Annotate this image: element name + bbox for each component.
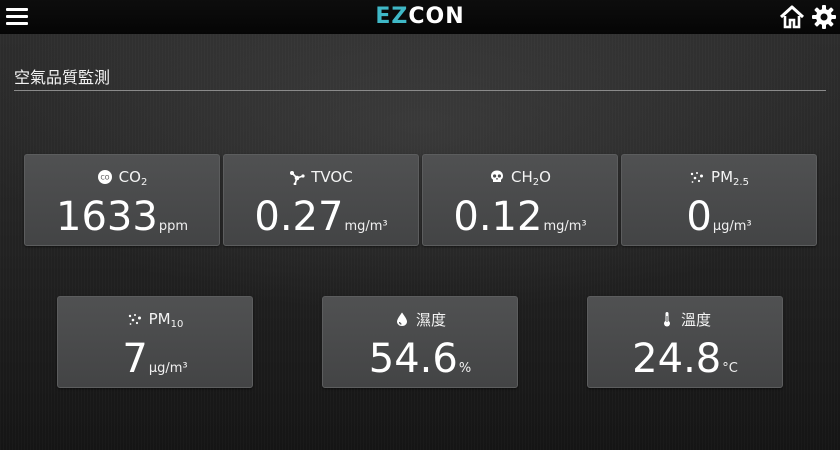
card-value: 0.27mg/m³ xyxy=(224,195,418,239)
co2-card[interactable]: CO CO2 1633ppm xyxy=(24,154,220,246)
card-label-text: PM2.5 xyxy=(711,168,749,188)
logo-ez: EZ xyxy=(375,4,409,29)
top-bar: EZCON xyxy=(0,0,840,34)
pm25-value: 0 xyxy=(686,194,712,240)
card-value: 0μg/m³ xyxy=(622,195,816,239)
card-label-text: TVOC xyxy=(311,168,353,186)
gear-icon xyxy=(812,5,836,29)
card-value: 7μg/m³ xyxy=(58,337,252,381)
humidity-unit: % xyxy=(458,361,472,376)
card-label: 溫度 xyxy=(588,309,782,329)
tvoc-value: 0.27 xyxy=(254,194,344,240)
pm10-unit: μg/m³ xyxy=(148,361,188,376)
thermometer-icon xyxy=(663,312,670,327)
temperature-value: 24.8 xyxy=(632,336,722,382)
card-label: TVOC xyxy=(224,167,418,187)
ch2o-unit: mg/m³ xyxy=(543,219,587,234)
skull-icon xyxy=(491,170,504,182)
pm10-card[interactable]: PM10 7μg/m³ xyxy=(57,296,253,388)
page-title: 空氣品質監測 xyxy=(14,68,111,87)
menu-button[interactable] xyxy=(6,6,30,28)
pm10-value: 7 xyxy=(122,336,148,382)
ch2o-card[interactable]: CH2O 0.12mg/m³ xyxy=(422,154,618,246)
settings-button[interactable] xyxy=(810,3,838,31)
card-value: 24.8°C xyxy=(588,337,782,381)
water-drop-icon xyxy=(396,312,407,326)
temperature-card[interactable]: 溫度 24.8°C xyxy=(587,296,783,388)
menu-icon-line xyxy=(6,8,28,11)
card-label: 濕度 xyxy=(323,309,517,329)
menu-icon-line xyxy=(6,15,28,18)
title-divider xyxy=(14,90,826,91)
molecule-icon xyxy=(290,171,305,185)
co2-value: 1633 xyxy=(56,194,158,240)
tvoc-card[interactable]: TVOC 0.27mg/m³ xyxy=(223,154,419,246)
card-label: CH2O xyxy=(423,167,617,188)
card-label-text: CH2O xyxy=(511,168,551,188)
humidity-card[interactable]: 濕度 54.6% xyxy=(322,296,518,388)
temperature-unit: °C xyxy=(722,361,738,376)
svg-text:CO: CO xyxy=(100,175,109,182)
tvoc-unit: mg/m³ xyxy=(344,219,388,234)
home-icon xyxy=(779,5,805,29)
card-label: PM2.5 xyxy=(622,167,816,188)
card-label-text: 濕度 xyxy=(415,310,446,329)
card-label: PM10 xyxy=(58,309,252,330)
logo-con: CON xyxy=(408,4,465,29)
card-label-text: PM10 xyxy=(148,310,184,330)
card-label-text: CO2 xyxy=(118,168,148,188)
card-value: 0.12mg/m³ xyxy=(423,195,617,239)
card-label: CO CO2 xyxy=(25,167,219,188)
pm25-card[interactable]: PM2.5 0μg/m³ xyxy=(621,154,817,246)
card-value: 54.6% xyxy=(323,337,517,381)
particles-icon xyxy=(690,172,704,183)
home-button[interactable] xyxy=(778,3,806,31)
brand-logo: EZCON xyxy=(0,4,840,29)
co2-unit: ppm xyxy=(158,219,188,234)
particles-icon xyxy=(128,314,141,325)
menu-icon-line xyxy=(6,22,28,25)
ch2o-value: 0.12 xyxy=(453,194,543,240)
card-label-text: 溫度 xyxy=(680,310,711,329)
card-value: 1633ppm xyxy=(25,195,219,239)
co2-icon: CO xyxy=(97,170,112,184)
pm25-unit: μg/m³ xyxy=(712,219,752,234)
humidity-value: 54.6 xyxy=(368,336,458,382)
